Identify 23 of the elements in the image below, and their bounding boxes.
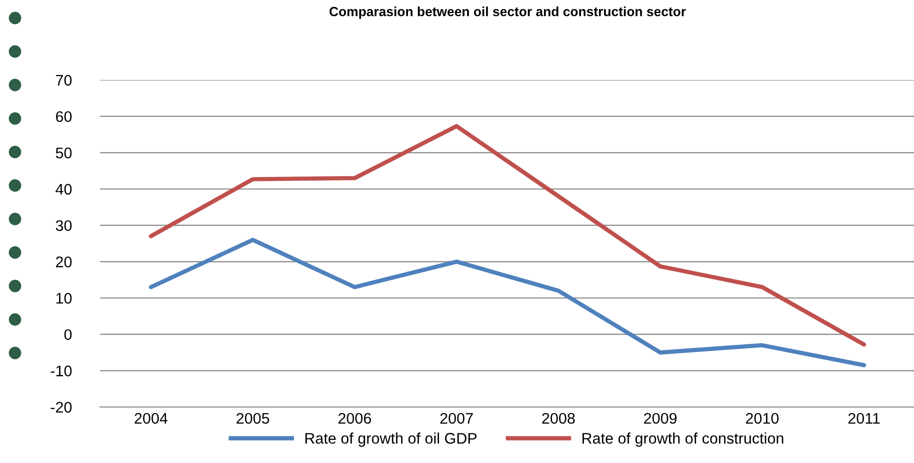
y-tick-label: 50 [56,148,72,158]
y-tick-label: 10 [56,292,72,304]
x-tick-label: 2010 [746,412,779,424]
legend-label: Rate of growth of construction [582,432,784,447]
x-tick-label: 2005 [236,412,270,424]
legend-label: Rate of growth of oil GDP [305,432,477,447]
x-tick-label: 2006 [338,412,372,424]
x-tick-label: 2004 [134,412,168,424]
x-tick-label: 2008 [542,412,575,424]
y-tick-label: 20 [56,256,72,268]
y-tick-label: 60 [56,111,72,122]
x-tick-label: 2009 [644,412,677,424]
y-tick-label: -10 [50,366,72,376]
x-tick-label: 2011 [848,412,880,424]
chart-title: Comparasion between oil sector and construction sector [330,6,686,19]
y-tick-label: -20 [50,402,72,413]
line-series [148,238,866,368]
line-series [148,124,866,347]
y-tick-label: 70 [56,74,72,86]
y-tick-label: 0 [64,329,72,340]
x-tick-label: 2007 [440,412,473,424]
y-tick-label: 30 [56,220,72,232]
y-tick-label: 40 [56,184,72,195]
